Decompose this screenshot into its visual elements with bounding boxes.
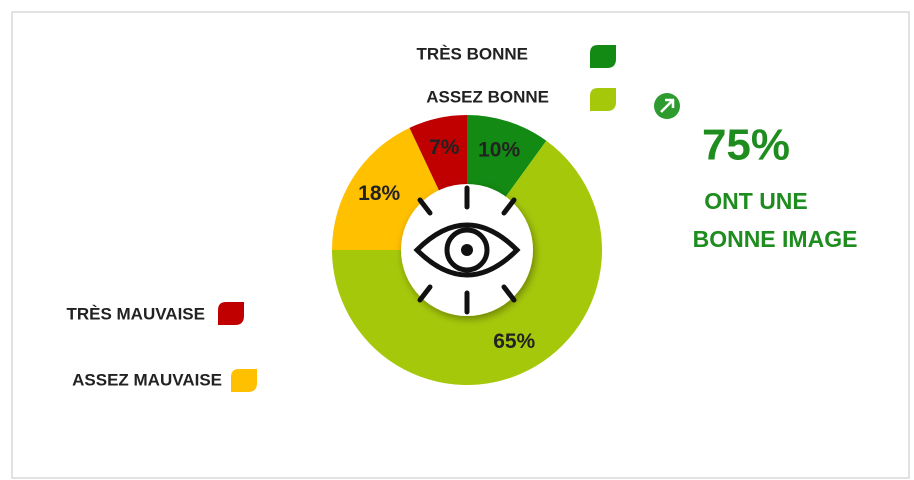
data-label: 10% bbox=[478, 139, 520, 162]
legend-swatch bbox=[590, 45, 616, 68]
frame bbox=[11, 11, 910, 479]
annotation-text: ONT UNE bbox=[704, 188, 808, 214]
data-label: 65% bbox=[493, 330, 535, 353]
legend-label: ASSEZ BONNE bbox=[426, 87, 549, 106]
legend-label: TRÈS MAUVAISE bbox=[66, 304, 205, 323]
legend-swatch bbox=[218, 302, 244, 325]
donut-segment bbox=[332, 127, 441, 250]
legend-label: TRÈS BONNE bbox=[417, 44, 528, 63]
legend-swatch bbox=[231, 369, 257, 392]
trend-icon bbox=[654, 93, 680, 119]
annotation-text: BONNE IMAGE bbox=[693, 226, 858, 252]
annotation-value: 75% bbox=[702, 121, 790, 170]
legend-label: ASSEZ MAUVAISE bbox=[72, 370, 222, 389]
donut-segment bbox=[409, 115, 467, 194]
eye-icon bbox=[413, 185, 521, 315]
data-label: 18% bbox=[358, 182, 400, 205]
data-label: 7% bbox=[429, 136, 460, 159]
donut-segment bbox=[332, 140, 603, 386]
donut-segment bbox=[467, 115, 547, 200]
legend-swatch bbox=[590, 88, 616, 111]
donut bbox=[332, 115, 603, 386]
